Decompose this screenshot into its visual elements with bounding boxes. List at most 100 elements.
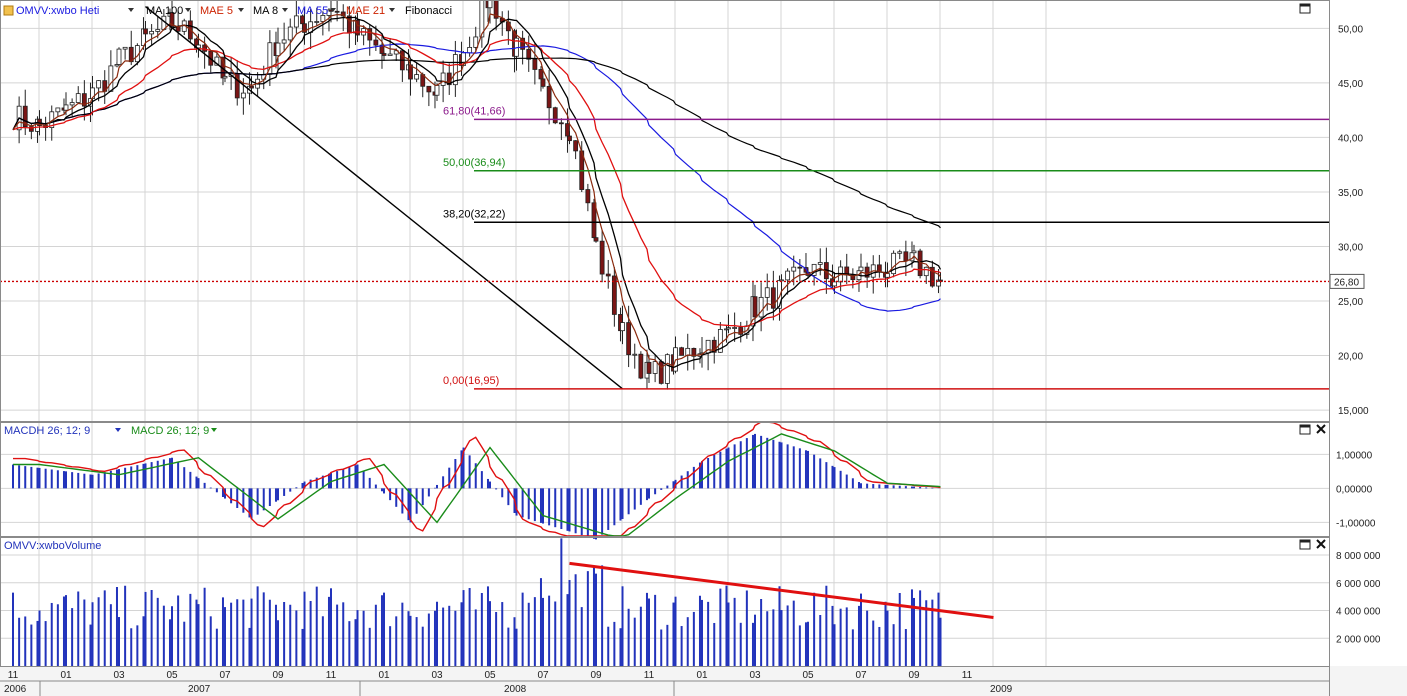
candle[interactable] [414, 74, 420, 80]
candle[interactable] [658, 361, 664, 384]
candle[interactable] [355, 19, 360, 36]
candle[interactable] [593, 237, 599, 242]
candle[interactable] [897, 251, 903, 254]
candle[interactable] [434, 85, 440, 96]
candle[interactable] [691, 347, 697, 357]
triangle-down-icon[interactable] [238, 8, 244, 12]
candle[interactable] [565, 123, 570, 137]
candle[interactable] [334, 10, 340, 13]
candle[interactable] [605, 273, 611, 277]
candle[interactable] [440, 72, 446, 86]
candle[interactable] [143, 28, 148, 35]
price-trendline[interactable] [145, 5, 623, 390]
candle[interactable] [797, 266, 803, 269]
ma55-line[interactable] [12, 43, 941, 312]
legend-macdh[interactable]: MACDH 26; 12; 9 [4, 425, 90, 437]
candle[interactable] [817, 262, 823, 265]
candle[interactable] [426, 85, 432, 93]
candle[interactable] [538, 69, 544, 80]
candle[interactable] [626, 322, 632, 356]
candle[interactable] [732, 327, 738, 329]
volume-trendline[interactable] [569, 561, 994, 619]
ma8-line[interactable] [12, 16, 942, 369]
volume-close-button[interactable] [1316, 539, 1326, 549]
candle[interactable] [293, 15, 299, 28]
macd-signal-line[interactable] [13, 433, 941, 537]
candle[interactable] [858, 266, 864, 272]
triangle-down-icon[interactable] [185, 8, 191, 12]
candle[interactable] [452, 54, 458, 86]
candle[interactable] [711, 339, 717, 353]
candle[interactable] [717, 329, 723, 353]
fibonacci-levels[interactable]: 61,80(41,66) 50,00(36,94) 38,20(32,22) 0,00… [443, 105, 1329, 390]
candle[interactable] [791, 266, 797, 272]
candle[interactable] [885, 273, 890, 278]
candle[interactable] [467, 47, 473, 54]
volume-pane[interactable] [12, 538, 994, 666]
candle[interactable] [620, 322, 625, 332]
price-pane[interactable] [0, 0, 1329, 390]
candle[interactable] [929, 266, 935, 287]
candle[interactable] [891, 252, 897, 275]
candle[interactable] [63, 104, 69, 111]
candle[interactable] [75, 93, 81, 103]
candle[interactable] [611, 275, 617, 315]
candle[interactable] [214, 56, 220, 66]
mae5-line[interactable] [12, 13, 941, 369]
legend-ma55[interactable]: MA 55 [297, 5, 328, 17]
candle[interactable] [196, 44, 201, 49]
triangle-down-icon[interactable] [282, 8, 288, 12]
candle[interactable] [903, 251, 909, 262]
candle[interactable] [526, 48, 532, 60]
candle[interactable] [632, 353, 638, 356]
legend-ma8[interactable]: MA 8 [253, 5, 278, 17]
candle[interactable] [479, 0, 485, 38]
candle[interactable] [493, 0, 499, 19]
candle[interactable] [664, 354, 670, 384]
legend-macd[interactable]: MACD 26; 12; 9 [131, 425, 209, 437]
candle[interactable] [122, 46, 128, 50]
triangle-down-icon[interactable] [115, 428, 121, 432]
candle[interactable] [832, 281, 837, 287]
candle[interactable] [381, 53, 387, 56]
volume-maximize-button[interactable] [1299, 539, 1311, 550]
candle[interactable] [685, 347, 691, 356]
price-legend[interactable]: OMVV:xwbo Heti MA 100 MAE 5 MA 8 MA 55 M… [3, 5, 452, 17]
chart-symbol-icon[interactable] [3, 5, 14, 16]
candle[interactable] [367, 28, 373, 41]
candle[interactable] [155, 29, 161, 32]
candle[interactable] [22, 105, 28, 128]
candle[interactable] [340, 11, 346, 17]
candle[interactable] [638, 353, 644, 379]
candle[interactable] [567, 135, 572, 142]
candle[interactable] [558, 122, 564, 125]
symbol-label[interactable]: OMVV:xwbo Heti [16, 5, 99, 17]
candle[interactable] [770, 287, 776, 309]
candle[interactable] [202, 44, 208, 52]
candle[interactable] [599, 240, 605, 275]
candle[interactable] [726, 327, 731, 330]
candle[interactable] [108, 65, 114, 92]
price-maximize-button[interactable] [1299, 3, 1311, 14]
candle[interactable] [222, 75, 228, 79]
candle[interactable] [249, 85, 254, 89]
candle[interactable] [532, 58, 538, 70]
candle[interactable] [573, 140, 579, 152]
legend-mae21[interactable]: MAE 21 [346, 5, 385, 17]
candle[interactable] [652, 361, 658, 374]
triangle-down-icon[interactable] [211, 428, 217, 432]
candle[interactable] [55, 107, 61, 113]
candle[interactable] [149, 31, 155, 35]
candle[interactable] [287, 26, 293, 41]
candle[interactable] [520, 37, 526, 50]
macd-line[interactable] [13, 421, 941, 537]
candle[interactable] [302, 23, 307, 33]
candle[interactable] [764, 287, 770, 298]
macd-close-button[interactable] [1316, 424, 1326, 434]
volume-legend[interactable]: OMVV:xwboVolume [4, 540, 101, 552]
legend-fibonacci[interactable]: Fibonacci [405, 5, 452, 17]
candle[interactable] [81, 93, 87, 107]
candle[interactable] [314, 21, 320, 23]
candle[interactable] [923, 266, 929, 277]
candle[interactable] [320, 15, 326, 22]
